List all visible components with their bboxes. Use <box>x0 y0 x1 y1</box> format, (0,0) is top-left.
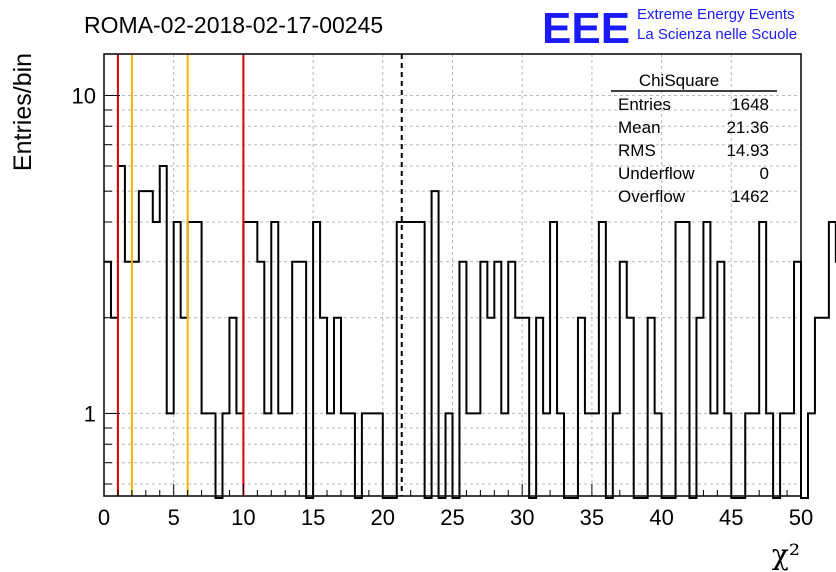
x-tick-label: 10 <box>231 505 255 530</box>
stats-row-label: Overflow <box>618 187 686 206</box>
x-tick-label: 30 <box>510 505 534 530</box>
stats-box-title: ChiSquare <box>639 71 719 90</box>
x-tick-label: 0 <box>98 505 110 530</box>
stats-row-value: 1462 <box>731 187 769 206</box>
stats-row-value: 14.93 <box>726 141 769 160</box>
histogram-series <box>104 164 836 499</box>
x-tick-label: 35 <box>580 505 604 530</box>
y-tick-label: 10 <box>72 83 96 108</box>
x-axis-label: χ² <box>772 538 800 571</box>
y-tick-label: 1 <box>84 401 96 426</box>
x-tick-label: 15 <box>301 505 325 530</box>
stats-row-value: 1648 <box>731 95 769 114</box>
eee-logo-mark: EEE <box>542 4 630 53</box>
x-tick-label: 25 <box>440 505 464 530</box>
stats-row-label: Mean <box>618 118 661 137</box>
stats-row-value: 0 <box>760 164 769 183</box>
logo-line-2: La Scienza nelle Scuole <box>637 26 797 43</box>
x-tick-label: 20 <box>371 505 395 530</box>
x-tick-label: 45 <box>719 505 743 530</box>
x-tick-label: 50 <box>789 505 813 530</box>
stats-row-label: RMS <box>618 141 656 160</box>
stats-row-label: Entries <box>618 95 671 114</box>
reference-lines <box>116 54 403 496</box>
stats-rows: Entries 1648 Mean 21.36 RMS 14.93 Underflow 0 Ov… <box>618 95 769 206</box>
histogram-outline <box>104 164 836 499</box>
x-tick-label: 40 <box>649 505 673 530</box>
logo-line-1: Extreme Energy Events <box>637 6 795 23</box>
stats-row-value: 21.36 <box>726 118 769 137</box>
stats-row-label: Underflow <box>618 164 695 183</box>
stats-box: ChiSquare Entries 1648 Mean 21.36 RMS 14.93 Un… <box>611 71 777 206</box>
chart-title: ROMA-02-2018-02-17-00245 <box>84 12 383 38</box>
x-tick-label: 5 <box>168 505 180 530</box>
axes: 0 5 10 15 20 25 30 35 40 45 50 1 10 <box>72 53 813 530</box>
y-axis-label: Entries/bin <box>9 53 37 171</box>
